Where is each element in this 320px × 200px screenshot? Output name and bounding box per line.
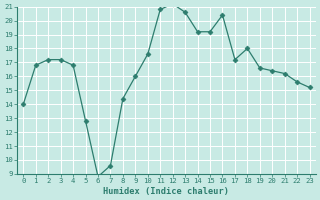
X-axis label: Humidex (Indice chaleur): Humidex (Indice chaleur) bbox=[103, 187, 229, 196]
